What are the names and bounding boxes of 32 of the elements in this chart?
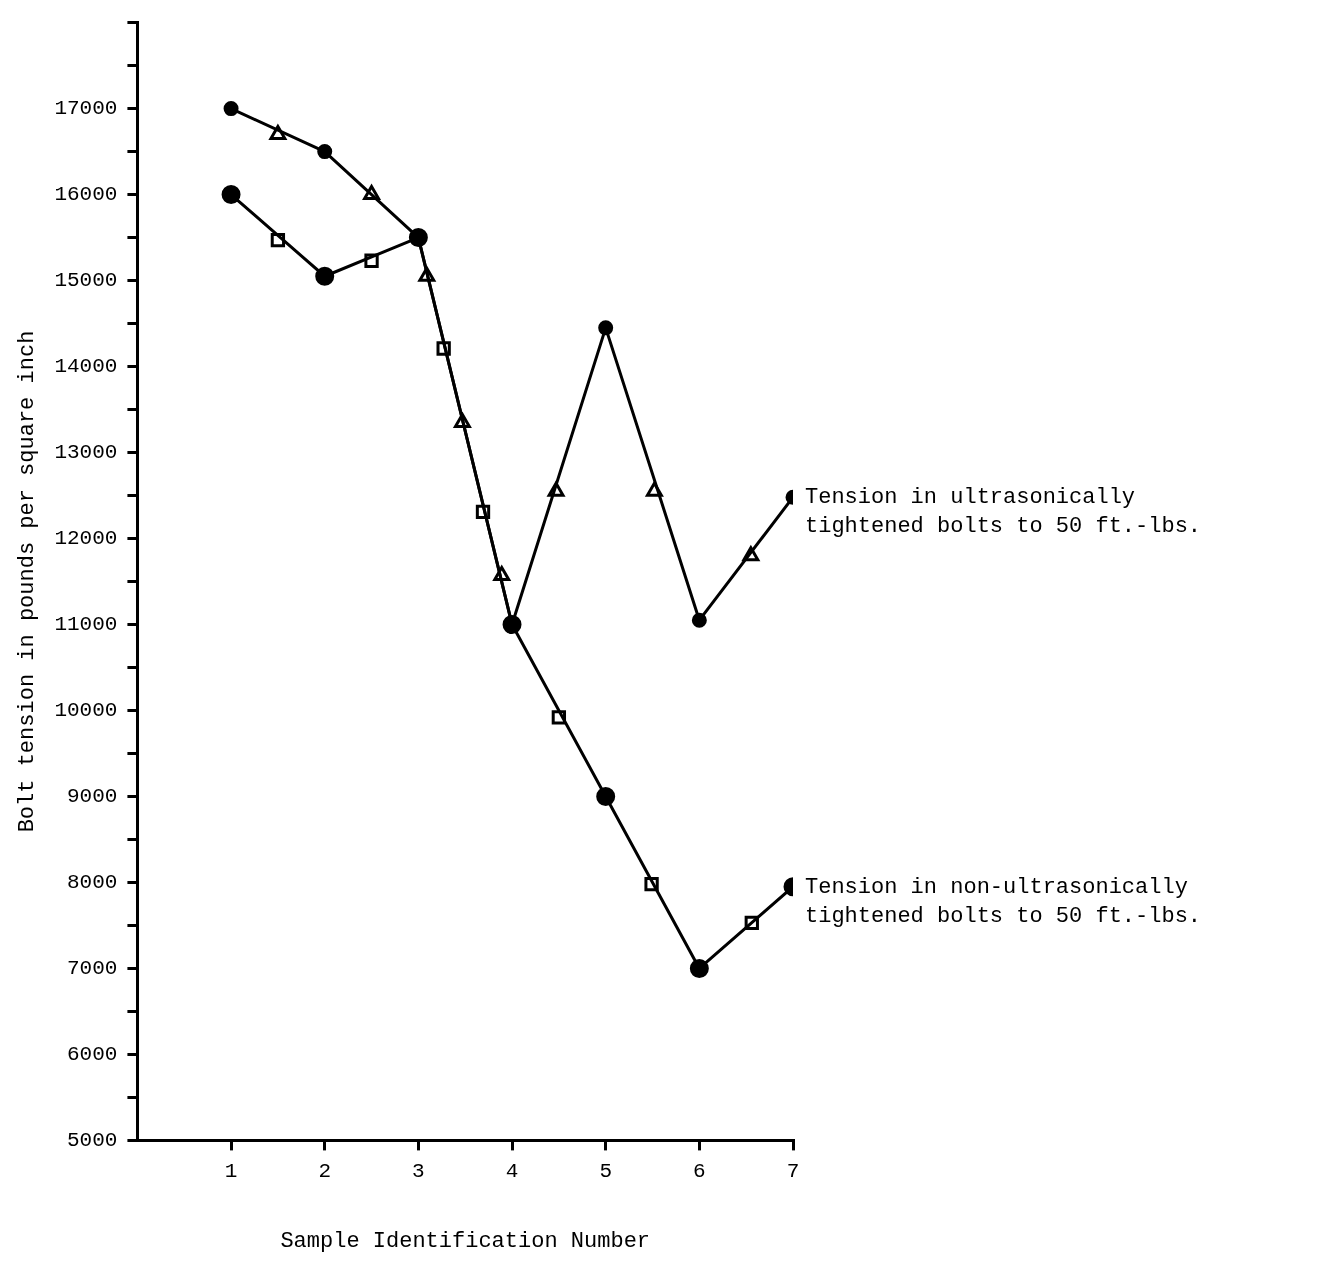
y-tick-label: 14000 xyxy=(54,355,118,379)
y-tick-label: 11000 xyxy=(54,613,118,637)
y-tick-label: 17000 xyxy=(54,97,118,121)
point xyxy=(689,958,709,978)
x-axis-title: Sample Identification Number xyxy=(280,1228,651,1254)
y-tick-label: 7000 xyxy=(66,956,118,980)
y-axis-title: Bolt tension in pounds per square inch xyxy=(15,330,41,833)
x-tick-label: 5 xyxy=(599,1159,612,1183)
x-tick-label: 3 xyxy=(412,1159,425,1183)
y-tick-label: 13000 xyxy=(54,441,118,465)
point xyxy=(315,266,335,286)
y-tick-label: 15000 xyxy=(54,269,118,293)
y-tick-label: 8000 xyxy=(66,871,118,895)
x-tick-label: 7 xyxy=(786,1159,800,1183)
x-tick-label: 4 xyxy=(505,1159,519,1183)
point xyxy=(223,101,239,117)
x-tick-label: 1 xyxy=(224,1159,238,1183)
point xyxy=(598,320,614,336)
y-tick-label: 6000 xyxy=(66,1042,118,1066)
point xyxy=(221,185,241,205)
y-tick-label: 10000 xyxy=(54,699,118,723)
point xyxy=(317,144,333,160)
point xyxy=(691,612,707,628)
point xyxy=(596,786,616,806)
series-label: Tension in ultrasonically tightened bolts to 50 ft.-lbs. xyxy=(805,485,1202,540)
x-tick-label: 2 xyxy=(318,1159,332,1183)
y-tick-label: 5000 xyxy=(66,1128,118,1152)
y-tick-label: 12000 xyxy=(54,527,118,551)
y-tick-label: 16000 xyxy=(54,183,118,207)
x-tick-label: 6 xyxy=(693,1159,706,1183)
y-tick-label: 9000 xyxy=(66,785,118,809)
series-label: Tension in non-ultrasonically tightened bolts to 50 ft.-lbs. xyxy=(805,874,1202,929)
